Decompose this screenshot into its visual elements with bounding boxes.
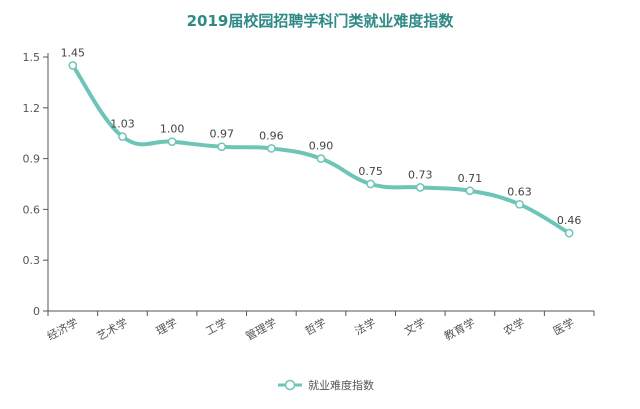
data-point[interactable] bbox=[118, 132, 127, 141]
data-point[interactable] bbox=[366, 179, 375, 189]
data-label: 1.45 bbox=[61, 46, 86, 59]
x-tick-label: 医学 bbox=[551, 315, 577, 338]
y-axis: 0 0.3 0.6 0.9 1.2 1.5 bbox=[23, 51, 49, 318]
legend[interactable]: 就业难度指数 bbox=[278, 378, 374, 392]
x-tick-label: 经济学 bbox=[45, 315, 81, 343]
legend-label: 就业难度指数 bbox=[308, 378, 374, 392]
y-tick-label: 0.3 bbox=[23, 254, 41, 267]
chart-title: 2019届校园招聘学科门类就业难度指数 bbox=[187, 12, 455, 30]
data-label: 0.63 bbox=[507, 185, 532, 198]
x-tick-label: 哲学 bbox=[302, 315, 328, 338]
data-label: 0.46 bbox=[557, 214, 582, 227]
data-label: 1.00 bbox=[160, 123, 185, 136]
data-point[interactable] bbox=[217, 142, 227, 152]
data-label: 0.90 bbox=[309, 140, 334, 153]
data-point[interactable] bbox=[267, 144, 276, 153]
data-point[interactable] bbox=[515, 199, 524, 209]
y-tick-label: 0.9 bbox=[23, 153, 41, 166]
data-point[interactable] bbox=[465, 186, 475, 196]
series-group: 1.45 1.03 1.00 0.97 0.96 0.90 0.75 0.73 0.71 0.63… bbox=[61, 46, 582, 238]
y-tick-label: 0.6 bbox=[23, 203, 41, 216]
y-tick-label: 0 bbox=[33, 305, 40, 318]
x-axis: 经济学 艺术学 理学 工学 管理学 哲学 法学 文学 教育学 农学 医学 bbox=[45, 310, 595, 343]
data-label: 0.73 bbox=[408, 168, 433, 181]
data-label: 0.97 bbox=[209, 128, 234, 141]
data-point[interactable] bbox=[68, 61, 78, 70]
y-tick-label: 1.2 bbox=[23, 102, 41, 115]
x-tick-label: 管理学 bbox=[243, 315, 279, 343]
legend-marker bbox=[284, 379, 296, 391]
x-tick-label: 法学 bbox=[352, 315, 378, 338]
data-label: 0.71 bbox=[458, 172, 483, 185]
data-point[interactable] bbox=[415, 183, 425, 192]
data-point[interactable] bbox=[564, 228, 574, 238]
x-tick-label: 教育学 bbox=[442, 315, 478, 343]
x-tick-label: 工学 bbox=[203, 315, 229, 338]
data-label: 0.75 bbox=[358, 165, 383, 178]
x-tick-label: 理学 bbox=[154, 315, 180, 338]
data-point[interactable] bbox=[316, 154, 326, 163]
data-label: 1.03 bbox=[110, 118, 135, 131]
x-tick-label: 艺术学 bbox=[94, 315, 130, 343]
x-tick-label: 文学 bbox=[402, 315, 428, 338]
y-tick-label: 1.5 bbox=[23, 51, 41, 64]
data-point[interactable] bbox=[167, 137, 177, 147]
data-label: 0.96 bbox=[259, 129, 284, 142]
x-tick-label: 农学 bbox=[501, 315, 527, 338]
